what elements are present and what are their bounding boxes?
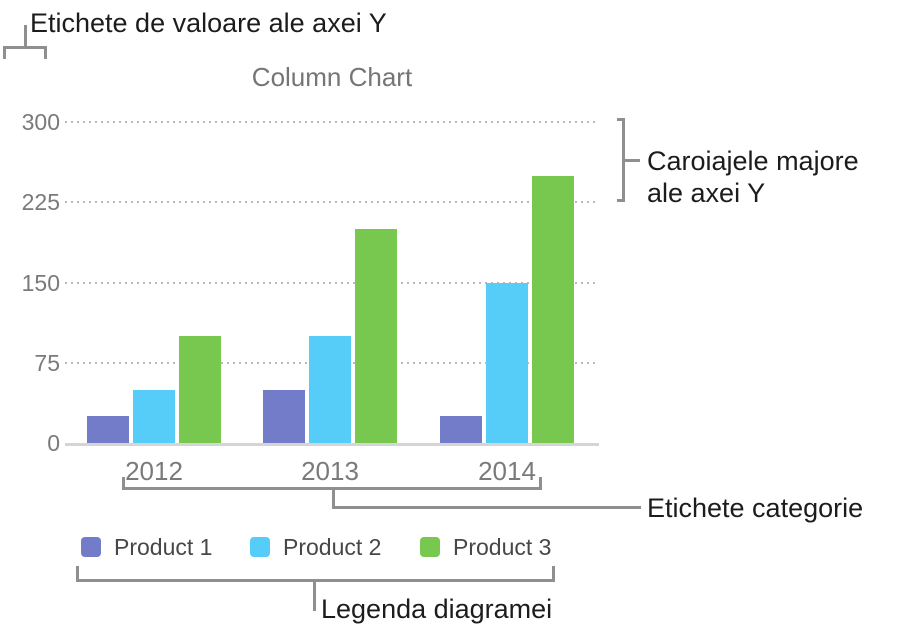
y-axis-tick-label: 150	[21, 269, 60, 296]
legend-swatch-icon	[420, 537, 440, 557]
x-axis-line	[65, 443, 599, 446]
bar-product-1-2014	[440, 416, 482, 443]
legend-swatch-icon	[81, 537, 101, 557]
bar-product-2-2013	[309, 336, 351, 443]
callout-y-major-gridlines: Caroiajele majore ale axei Y	[647, 145, 859, 209]
y-gridlines-bracket-icon	[617, 118, 640, 202]
bar-product-2-2012	[133, 389, 175, 443]
legend-item: Product 3	[420, 534, 552, 560]
legend-swatch-icon	[250, 537, 270, 557]
chart-title: Column Chart	[251, 62, 413, 92]
legend-label: Product 1	[114, 534, 213, 560]
legend-item: Product 2	[250, 534, 382, 560]
y-gridline	[65, 121, 599, 123]
bar-product-3-2012	[179, 336, 221, 443]
y-axis-tick-label: 225	[21, 189, 60, 216]
callout-category-labels: Etichete categorie	[647, 493, 864, 523]
bar-product-2-2014	[486, 282, 528, 443]
callout-chart-legend: Legenda diagramei	[321, 594, 553, 624]
bar-product-1-2012	[87, 416, 129, 443]
callout-y-major-gridlines-line1: Caroiajele majore	[647, 146, 859, 176]
legend-label: Product 3	[453, 534, 552, 560]
y-gridline	[65, 201, 599, 204]
bar-product-3-2014	[532, 175, 574, 443]
y-gridline	[65, 281, 599, 284]
legend-item: Product 1	[81, 534, 213, 560]
bar-product-1-2013	[263, 389, 305, 443]
legend-label: Product 2	[283, 534, 382, 560]
y-axis-tick-label: 75	[34, 349, 60, 376]
callout-y-value-labels: Etichete de valoare ale axei Y	[30, 8, 387, 38]
y-axis-tick-label: 300	[21, 109, 60, 135]
bar-product-3-2013	[355, 229, 397, 443]
category-label: 2012	[125, 456, 183, 486]
category-label: 2013	[301, 456, 359, 486]
y-axis-tick-label: 0	[47, 430, 60, 456]
category-label: 2014	[478, 456, 536, 486]
callout-y-major-gridlines-line2: ale axei Y	[647, 178, 766, 208]
